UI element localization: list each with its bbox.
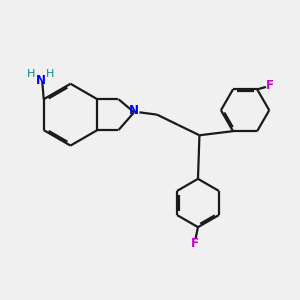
Text: N: N (129, 104, 139, 117)
Text: H: H (27, 69, 35, 79)
Text: N: N (36, 74, 46, 87)
Text: F: F (191, 237, 199, 250)
Text: H: H (46, 69, 55, 79)
Text: F: F (266, 79, 274, 92)
